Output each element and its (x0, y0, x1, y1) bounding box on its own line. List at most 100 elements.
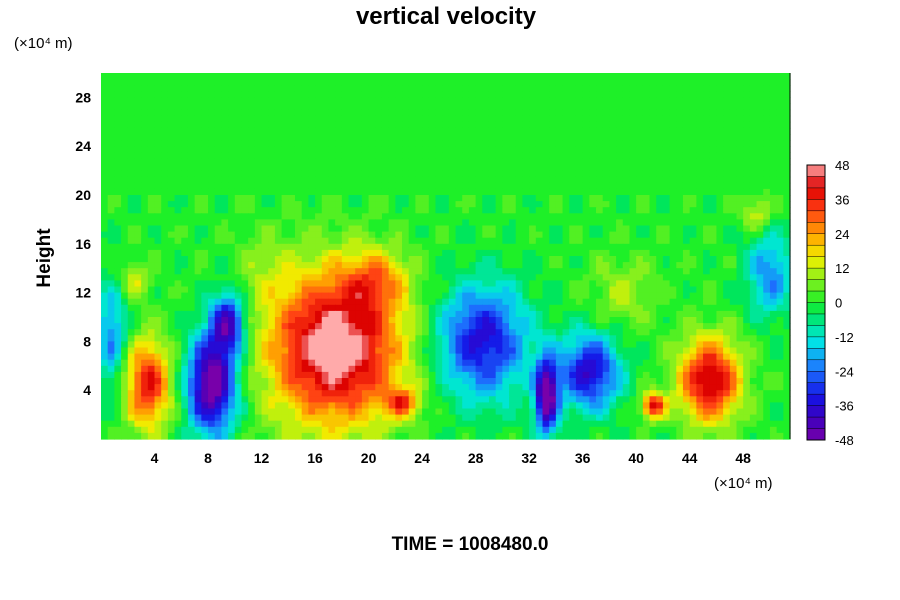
heatmap-cell (395, 225, 403, 233)
heatmap-cell (636, 201, 644, 208)
heatmap-cell (783, 213, 791, 220)
heatmap-cell (194, 262, 202, 269)
heatmap-cell (254, 103, 263, 111)
heatmap-cell (502, 243, 510, 251)
heatmap-cell (121, 323, 129, 330)
heatmap-cell (201, 164, 209, 172)
heatmap-cell (134, 262, 142, 269)
heatmap-cell (582, 335, 590, 342)
heatmap-cell (575, 188, 584, 196)
heatmap-cell (194, 103, 202, 111)
heatmap-cell (689, 353, 697, 361)
heatmap-cell (575, 347, 584, 355)
heatmap-cell (281, 219, 289, 227)
heatmap-cell (381, 109, 390, 117)
heatmap-cell (448, 85, 457, 92)
heatmap-cell (703, 310, 711, 318)
heatmap-cell (535, 298, 544, 306)
heatmap-cell (529, 256, 537, 263)
heatmap-cell (676, 115, 684, 123)
heatmap-cell (462, 164, 470, 172)
heatmap-cell (375, 341, 383, 349)
heatmap-cell (261, 353, 269, 361)
heatmap-cell (596, 201, 604, 208)
heatmap-cell (402, 274, 410, 281)
heatmap-cell (482, 127, 490, 135)
heatmap-cell (101, 140, 109, 147)
heatmap-cell (281, 134, 289, 141)
heatmap-cell (703, 262, 711, 269)
heatmap-cell (649, 323, 657, 330)
heatmap-cell (355, 329, 363, 336)
heatmap-cell (656, 335, 664, 342)
heatmap-cell (187, 195, 196, 202)
heatmap-cell (549, 353, 557, 361)
heatmap-cell (388, 353, 396, 361)
heatmap-cell (268, 176, 276, 184)
heatmap-cell (201, 298, 209, 306)
heatmap-cell (301, 207, 309, 214)
heatmap-cell (723, 170, 731, 178)
heatmap-cell (221, 341, 229, 349)
heatmap-cell (268, 225, 276, 233)
heatmap-cell (549, 109, 557, 117)
heatmap-cell (582, 152, 590, 159)
heatmap-cell (642, 182, 651, 190)
heatmap-cell (368, 335, 376, 342)
heatmap-cell (274, 262, 283, 269)
heatmap-cell (147, 231, 156, 239)
heatmap-cell (756, 268, 764, 275)
heatmap-cell (402, 262, 410, 269)
heatmap-cell (181, 85, 189, 92)
heatmap-cell (348, 103, 356, 111)
heatmap-cell (214, 256, 223, 263)
heatmap-cell (656, 341, 664, 349)
heatmap-cell (482, 341, 490, 349)
heatmap-cell (736, 286, 744, 294)
heatmap-cell (488, 103, 497, 111)
heatmap-cell (676, 73, 684, 80)
heatmap-cell (682, 280, 691, 288)
heatmap-cell (261, 79, 269, 86)
heatmap-cell (689, 97, 697, 105)
heatmap-cell (422, 103, 430, 111)
heatmap-cell (763, 335, 771, 342)
heatmap-cell (462, 103, 470, 111)
heatmap-cell (656, 91, 664, 98)
heatmap-cell (294, 176, 303, 184)
heatmap-cell (596, 341, 604, 349)
heatmap-cell (368, 158, 376, 166)
heatmap-cell (569, 207, 577, 214)
heatmap-cell (642, 225, 651, 233)
heatmap-cell (743, 298, 751, 306)
heatmap-cell (281, 201, 289, 208)
heatmap-cell (535, 188, 544, 196)
heatmap-cell (542, 256, 550, 263)
heatmap-cell (301, 140, 309, 147)
heatmap-cell (174, 176, 182, 184)
heatmap-cell (555, 225, 564, 233)
heatmap-cell (294, 353, 303, 361)
heatmap-cell (214, 201, 223, 208)
heatmap-cell (723, 347, 731, 355)
heatmap-cell (669, 97, 677, 105)
heatmap-cell (575, 97, 584, 105)
heatmap-cell (134, 207, 142, 214)
heatmap-cell (529, 134, 537, 141)
heatmap-cell (228, 286, 236, 294)
heatmap-cell (194, 274, 202, 281)
heatmap-cell (121, 109, 129, 117)
heatmap-cell (415, 323, 423, 330)
heatmap-cell (201, 140, 209, 147)
heatmap-cell (589, 304, 597, 312)
heatmap-cell (716, 335, 724, 342)
heatmap-cell (582, 329, 590, 336)
heatmap-cell (187, 188, 196, 196)
heatmap-cell (147, 310, 156, 318)
heatmap-cell (395, 286, 403, 294)
heatmap-cell (281, 91, 289, 98)
heatmap-cell (475, 359, 483, 367)
heatmap-cell (616, 109, 624, 117)
heatmap-cell (241, 249, 249, 257)
heatmap-cell (555, 188, 564, 196)
